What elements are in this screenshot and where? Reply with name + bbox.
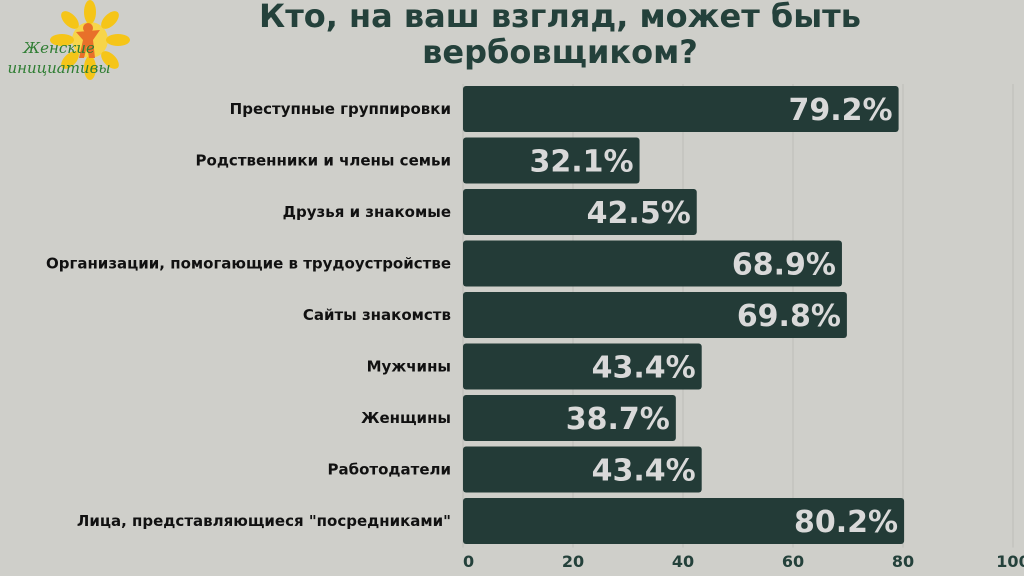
value-label-2: 42.5% [587, 196, 691, 231]
category-label-4: Сайты знакомств [303, 306, 451, 324]
category-label-7: Работодатели [328, 461, 452, 479]
logo-line-2: инициативы [7, 59, 111, 77]
category-label-0: Преступные группировки [230, 100, 451, 118]
tick-label-2: 40 [672, 552, 694, 571]
category-label-5: Мужчины [367, 358, 451, 376]
bar-4 [463, 292, 847, 338]
logo [50, 0, 130, 80]
value-label-8: 80.2% [794, 505, 898, 540]
tick-label-5: 100 [996, 552, 1024, 571]
chart-title: Кто, на ваш взгляд, может быть вербовщик… [259, 0, 861, 71]
value-label-5: 43.4% [592, 351, 696, 386]
person-icon [76, 23, 100, 58]
category-label-3: Организации, помогающие в трудоустройств… [46, 255, 451, 273]
value-label-4: 69.8% [737, 299, 841, 334]
value-label-1: 32.1% [529, 145, 633, 180]
bar-5 [463, 343, 702, 390]
value-label-0: 79.2% [789, 93, 893, 128]
value-label-7: 43.4% [592, 454, 696, 489]
category-label-2: Друзья и знакомые [283, 203, 451, 221]
bar-8 [463, 498, 905, 544]
category-label-1: Родственники и члены семьи [196, 152, 451, 170]
tick-label-1: 20 [562, 552, 584, 571]
bar-7 [463, 446, 702, 493]
tick-label-4: 80 [892, 552, 914, 571]
logo-line-1: Женские [23, 39, 95, 57]
value-label-6: 38.7% [566, 402, 670, 437]
category-label-8: Лица, представляющиеся "посредниками" [77, 512, 451, 530]
category-label-6: Женщины [361, 409, 451, 427]
bar-1 [463, 137, 640, 184]
bar-0 [463, 86, 899, 132]
logo-text: Женские инициативы [0, 38, 118, 78]
x-axis-ticks: 0 20 40 60 80 100 [463, 552, 1024, 571]
tick-label-0: 0 [463, 552, 474, 571]
bar-6 [463, 395, 676, 441]
bar-2 [463, 189, 697, 235]
tick-label-3: 60 [782, 552, 804, 571]
bar-3 [463, 240, 842, 287]
category-labels: Преступные группировки Родственники и чле… [46, 100, 451, 530]
value-label-3: 68.9% [732, 248, 836, 283]
bars: 79.2% 32.1% 42.5% 68.9% 69.8% 43.4% 38.7% 43.4%… [463, 86, 905, 544]
